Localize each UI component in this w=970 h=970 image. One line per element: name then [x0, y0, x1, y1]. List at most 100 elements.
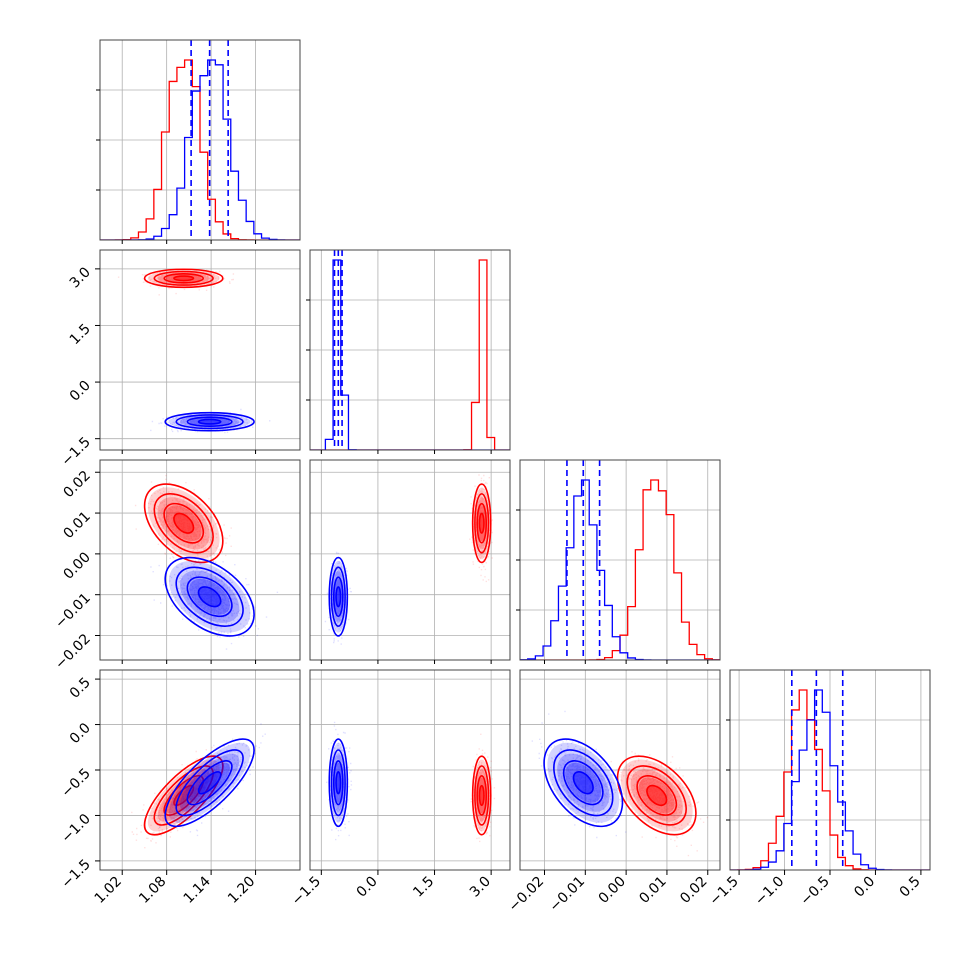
y-tick-label: −0.02	[52, 631, 94, 673]
contour-red	[478, 784, 485, 807]
density-fill	[198, 419, 221, 424]
contour-blue	[175, 414, 244, 430]
hist-red	[310, 259, 510, 450]
density-fill	[189, 578, 230, 615]
contour-red	[616, 755, 697, 836]
x-tick-label: 1.02	[92, 874, 125, 907]
density-fill	[477, 505, 486, 542]
density-fill	[147, 270, 220, 287]
contour-red	[163, 272, 205, 284]
y-tick-label: 0.0	[67, 378, 94, 405]
density-fill	[630, 769, 683, 822]
scatter-panel-0-2	[99, 459, 301, 661]
density-fill	[557, 753, 610, 812]
contour-blue	[543, 738, 624, 828]
density-fill	[638, 777, 675, 814]
panel-border	[99, 459, 301, 661]
points-group	[117, 268, 271, 434]
y-tick-label: 1.5	[67, 321, 94, 348]
contour-blue	[164, 411, 255, 432]
contour-blue	[332, 760, 344, 806]
x-tick-label: −0.5	[797, 874, 832, 909]
contour-red	[626, 765, 687, 826]
x-tick-label: 0.0	[851, 874, 878, 901]
contour-red	[636, 775, 678, 816]
contour-red	[471, 483, 492, 564]
hist-red	[520, 479, 720, 660]
x-tick-label: 3.0	[467, 874, 494, 901]
x-tick-label: 0.01	[636, 874, 669, 907]
scatter-points-blue	[326, 721, 353, 841]
scatter-points-red	[134, 474, 232, 582]
panel-border	[309, 669, 511, 871]
scatter-points-blue	[150, 408, 271, 434]
contour-blue	[328, 738, 349, 828]
scatter-panel-0-3	[99, 669, 301, 871]
hist-blue	[310, 259, 510, 450]
contour-blue	[197, 418, 222, 425]
y-tick-label: −0.01	[52, 590, 94, 632]
density-fill	[620, 759, 693, 832]
scatter-panel-1-2	[309, 459, 511, 661]
contour-blue	[186, 576, 233, 618]
x-tick-label: −1.5	[707, 874, 742, 909]
contour-blue	[328, 556, 349, 637]
density-fill	[565, 762, 602, 803]
y-tick-label: −1.0	[58, 811, 93, 846]
x-tick-label: 1.14	[181, 873, 214, 906]
contour-red	[153, 493, 214, 554]
scatter-panel-0-1	[99, 249, 301, 451]
x-tick-label: 0.5	[897, 874, 924, 901]
hist-panel-1	[309, 249, 511, 451]
y-tick-label: −0.5	[58, 766, 93, 801]
contour-red	[143, 268, 224, 289]
contour-blue	[186, 760, 233, 806]
density-fill	[336, 586, 341, 607]
contour-red	[173, 512, 195, 534]
x-tick-label: −0.02	[506, 874, 548, 916]
panel-border	[99, 249, 301, 451]
density-fill	[329, 560, 347, 633]
density-fill	[189, 417, 230, 426]
density-fill	[173, 276, 194, 281]
y-tick-label: 0.02	[60, 468, 93, 501]
x-tick-label: −1.0	[752, 874, 787, 909]
density-fill	[334, 578, 343, 615]
contour-red	[173, 275, 195, 282]
density-fill	[473, 487, 490, 560]
density-fill	[165, 505, 202, 542]
x-tick-label: −1.5	[289, 874, 324, 909]
points-group	[131, 723, 266, 849]
x-tick-label: 1.5	[410, 874, 437, 901]
density-fill	[477, 777, 486, 814]
contour-blue	[197, 586, 222, 608]
density-fill	[168, 560, 251, 633]
hist-series-group	[520, 479, 720, 660]
density-fill	[479, 785, 484, 806]
scatter-points-blue	[157, 723, 266, 837]
contour-blue	[164, 738, 255, 828]
contour-blue	[175, 566, 244, 627]
y-tick-label: 3.0	[67, 264, 94, 291]
contour-blue	[330, 566, 346, 627]
density-fill	[179, 570, 240, 623]
contour-red	[143, 483, 224, 564]
panel-border	[519, 669, 721, 871]
contour-blue	[332, 576, 344, 618]
contour-red	[478, 512, 485, 534]
contour-blue	[562, 760, 604, 806]
density-fill	[157, 497, 210, 550]
x-tick-label: 0.02	[677, 874, 710, 907]
density-fill	[329, 742, 347, 823]
density-fill	[334, 762, 343, 803]
contour-red	[143, 755, 224, 836]
hist-panel-3	[729, 669, 931, 871]
contour-blue	[553, 749, 614, 817]
hist-series-group	[100, 59, 300, 240]
density-fill	[336, 771, 341, 794]
contour-red	[153, 270, 214, 286]
density-fill	[179, 753, 240, 812]
contour-red	[474, 493, 490, 554]
density-fill	[173, 785, 194, 806]
